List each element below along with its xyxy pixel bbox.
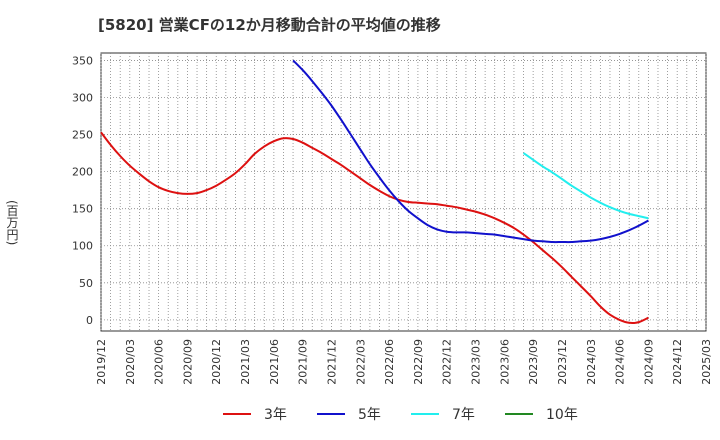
legend-label: 10年 bbox=[546, 407, 578, 423]
x-tick-label: 2024/09 bbox=[642, 339, 655, 385]
x-tick-label: 2021/09 bbox=[297, 339, 310, 385]
y-tick-label: 350 bbox=[72, 54, 93, 67]
series-line-7年 bbox=[522, 152, 649, 220]
y-tick-label: 250 bbox=[72, 129, 93, 142]
series-line-5年 bbox=[292, 59, 649, 244]
series-line-3年 bbox=[100, 131, 649, 324]
y-tick-label: 100 bbox=[72, 240, 93, 253]
x-tick-label: 2023/03 bbox=[470, 339, 483, 385]
x-tick-label: 2023/12 bbox=[556, 339, 569, 385]
legend-label: 5年 bbox=[358, 407, 381, 423]
y-tick-label: 50 bbox=[79, 277, 93, 290]
x-tick-label: 2025/03 bbox=[700, 339, 713, 385]
x-tick-label: 2022/03 bbox=[354, 339, 367, 385]
y-tick-label: 300 bbox=[72, 91, 93, 104]
plot-area bbox=[100, 52, 707, 332]
x-tick-label: 2021/03 bbox=[239, 339, 252, 385]
y-tick-label: 150 bbox=[72, 203, 93, 216]
y-tick-label: 200 bbox=[72, 166, 93, 179]
y-tick-label: 0 bbox=[86, 314, 93, 327]
y-axis-label: (百万円) bbox=[5, 200, 19, 246]
x-tick-label: 2022/09 bbox=[412, 339, 425, 385]
x-tick-label: 2024/12 bbox=[671, 339, 684, 385]
x-tick-label: 2021/12 bbox=[325, 339, 338, 385]
x-tick-label: 2020/06 bbox=[153, 339, 166, 385]
x-tick-label: 2023/09 bbox=[527, 339, 540, 385]
x-tick-label: 2020/09 bbox=[181, 339, 194, 385]
x-tick-label: 2024/03 bbox=[585, 339, 598, 385]
legend-label: 3年 bbox=[264, 407, 287, 423]
x-tick-label: 2021/06 bbox=[268, 339, 281, 385]
legend-label: 7年 bbox=[452, 407, 475, 423]
x-tick-label: 2019/12 bbox=[95, 339, 108, 385]
x-tick-label: 2022/06 bbox=[383, 339, 396, 385]
x-tick-label: 2023/06 bbox=[498, 339, 511, 385]
x-tick-label: 2020/12 bbox=[210, 339, 223, 385]
chart-title: [5820] 営業CFの12か月移動合計の平均値の推移 bbox=[98, 16, 441, 34]
x-tick-label: 2024/06 bbox=[614, 339, 627, 385]
x-tick-label: 2022/12 bbox=[441, 339, 454, 385]
x-tick-label: 2020/03 bbox=[124, 339, 137, 385]
